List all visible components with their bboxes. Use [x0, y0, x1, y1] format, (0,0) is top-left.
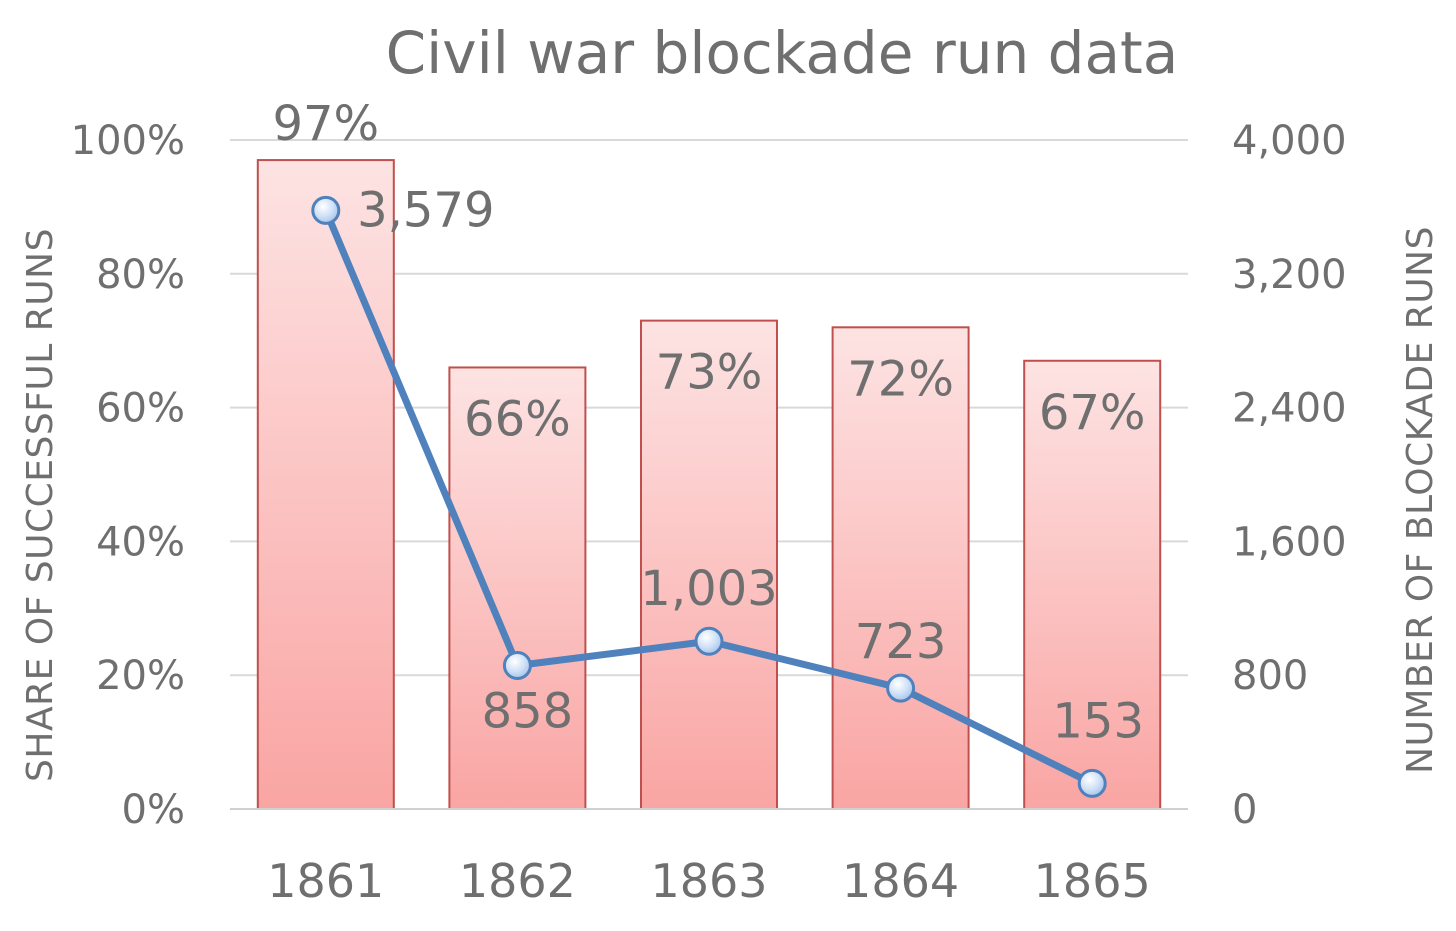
line-data-label: 1,003 [640, 561, 777, 617]
bar-data-label: 66% [464, 391, 571, 447]
x-tick-label: 1861 [267, 854, 384, 908]
bar [256, 159, 395, 810]
y-right-tick-label: 2,400 [1232, 386, 1347, 432]
y-left-axis-title: SHARE OF SUCCESSFUL RUNS [20, 228, 61, 782]
line-data-label: 153 [1052, 693, 1144, 749]
line-marker [694, 626, 724, 656]
y-right-tick-label: 1,600 [1232, 519, 1347, 565]
y-left-tick-label: 0% [122, 787, 185, 833]
x-tick-label: 1862 [459, 854, 576, 908]
data-labels: 97% 66% 73% 72% 67% 3,579 858 1,003 723 153 [272, 96, 1145, 749]
line-marker [311, 195, 341, 225]
chart-title: Civil war blockade run data [386, 19, 1179, 87]
y-left-tick-label: 60% [96, 386, 185, 432]
line-marker [886, 673, 916, 703]
y-right-tick-label: 0 [1232, 787, 1257, 833]
y-right-tick-label: 800 [1232, 653, 1308, 699]
y-right-axis-title: NUMBER OF BLOCKADE RUNS [1400, 226, 1441, 774]
y-right-tick-label: 3,200 [1232, 252, 1347, 298]
bar-data-label: 97% [272, 96, 379, 152]
y-left-tick-label: 20% [96, 653, 185, 699]
line-marker [502, 650, 532, 680]
line-data-label: 3,579 [357, 182, 494, 238]
bar-series [256, 159, 1162, 810]
axes: 0% 20% 40% 60% 80% 100% 0 800 1,600 2,400 3,200 4,0… [71, 118, 1347, 908]
x-tick-label: 1864 [842, 854, 959, 908]
line-data-label: 858 [482, 683, 574, 739]
line-series [311, 195, 1107, 798]
y-left-tick-label: 80% [96, 252, 185, 298]
line-data-label: 723 [855, 614, 947, 670]
x-tick-label: 1863 [650, 854, 767, 908]
y-left-tick-label: 100% [71, 118, 185, 164]
line-marker [1077, 768, 1107, 798]
bar [1023, 359, 1162, 810]
y-right-tick-label: 4,000 [1232, 118, 1347, 164]
y-left-tick-label: 40% [96, 519, 185, 565]
bar-data-label: 72% [847, 351, 954, 407]
bar-data-label: 73% [656, 345, 763, 401]
x-tick-label: 1865 [1034, 854, 1151, 908]
bar-data-label: 67% [1039, 385, 1146, 441]
bar [831, 326, 970, 810]
bar [640, 319, 778, 810]
